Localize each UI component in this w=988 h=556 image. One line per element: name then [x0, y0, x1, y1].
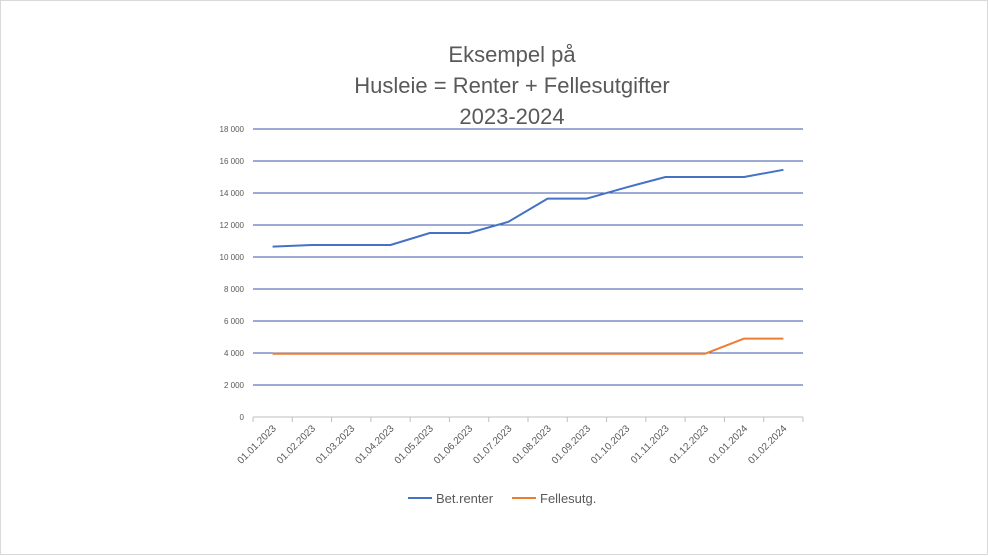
- legend-label-2: Fellesutg.: [540, 491, 596, 506]
- x-tick-label: 01.01.2024: [707, 423, 750, 466]
- x-tick-label: 01.01.2023: [236, 423, 279, 466]
- x-tick-label: 01.07.2023: [471, 423, 514, 466]
- y-tick-label: 14 000: [220, 189, 245, 198]
- chart-title-line-1: Eksempel på: [448, 42, 576, 67]
- series-line-2: [272, 337, 784, 355]
- y-tick-label: 4 000: [224, 349, 245, 358]
- x-tick-label: 01.02.2023: [275, 423, 318, 466]
- x-tick-label: 01.11.2023: [629, 423, 672, 466]
- y-tick-label: 16 000: [220, 157, 245, 166]
- x-tick-label: 01.10.2023: [589, 423, 632, 466]
- x-tick-label: 01.09.2023: [550, 423, 593, 466]
- y-tick-label: 0: [240, 413, 245, 422]
- x-tick-label: 01.12.2023: [668, 423, 711, 466]
- y-tick-label: 2 000: [224, 381, 245, 390]
- x-tick-label: 01.08.2023: [511, 423, 554, 466]
- y-tick-label: 6 000: [224, 317, 245, 326]
- x-tick-label: 01.06.2023: [432, 423, 475, 466]
- y-tick-label: 12 000: [220, 221, 245, 230]
- y-tick-label: 8 000: [224, 285, 245, 294]
- y-tick-label: 10 000: [220, 253, 245, 262]
- series-line-1: [272, 168, 784, 248]
- x-tick-label: 01.03.2023: [314, 423, 357, 466]
- x-tick-label: 01.05.2023: [393, 423, 436, 466]
- chart-title-line-2: Husleie = Renter + Fellesutgifter: [354, 73, 670, 98]
- y-tick-label: 18 000: [220, 125, 245, 134]
- chart-title-line-3: 2023-2024: [459, 104, 565, 129]
- x-tick-label: 01.04.2023: [353, 423, 396, 466]
- chart-title: Eksempel på Husleie = Renter + Fellesutg…: [1, 39, 988, 132]
- x-tick-label: 01.02.2024: [746, 423, 789, 466]
- legend-label-1: Bet.renter: [436, 491, 494, 506]
